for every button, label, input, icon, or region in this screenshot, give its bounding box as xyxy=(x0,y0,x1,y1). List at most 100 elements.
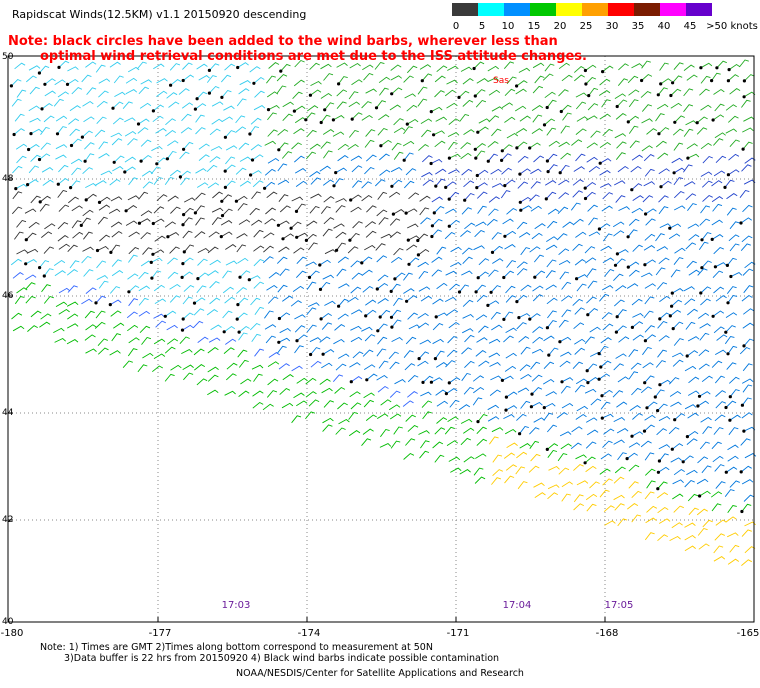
wind-barb xyxy=(504,365,517,372)
contamination-dot xyxy=(405,299,409,303)
wind-barb xyxy=(44,78,56,85)
wind-barb xyxy=(599,78,611,86)
wind-barb xyxy=(671,522,683,529)
wind-barb xyxy=(169,169,181,177)
wind-barb xyxy=(206,164,218,173)
wind-barb xyxy=(169,283,181,290)
wind-barb xyxy=(697,400,709,407)
wind-barb xyxy=(632,244,643,252)
wind-barb xyxy=(67,244,78,253)
wind-barb xyxy=(724,179,735,188)
wind-barb xyxy=(197,258,208,266)
wind-barb xyxy=(81,255,92,264)
wind-barb xyxy=(408,257,420,265)
scale-label-2: 10 xyxy=(501,21,515,32)
wind-barb xyxy=(282,374,294,381)
wind-barb xyxy=(640,90,652,98)
wind-barb xyxy=(122,101,133,109)
wind-barb xyxy=(407,118,419,125)
wind-barb xyxy=(142,352,154,359)
contamination-dot xyxy=(560,380,564,384)
wind-barb xyxy=(464,334,475,343)
contamination-dot xyxy=(656,487,660,491)
wind-barb xyxy=(335,231,347,239)
wind-barb xyxy=(674,413,686,421)
wind-barb xyxy=(167,150,177,160)
wind-barb xyxy=(631,298,643,306)
contamination-dot xyxy=(434,184,438,188)
wind-barb xyxy=(310,177,321,185)
note-line-1: Note: black circles have been added to t… xyxy=(8,34,558,49)
wind-barb xyxy=(16,287,28,294)
wind-barb xyxy=(517,155,529,163)
wind-barb xyxy=(393,151,404,160)
lon-label-180: -180 xyxy=(0,628,24,639)
contamination-dot xyxy=(626,120,630,124)
wind-barb xyxy=(391,336,403,343)
wind-barb xyxy=(506,132,519,139)
contamination-dot xyxy=(223,185,227,189)
wind-barb xyxy=(169,295,181,303)
wind-barb xyxy=(713,326,725,334)
wind-barb xyxy=(431,269,442,277)
wind-barb xyxy=(643,310,654,319)
wind-barb xyxy=(183,207,194,215)
wind-barb xyxy=(239,80,251,86)
contamination-dot xyxy=(503,234,507,238)
wind-barb xyxy=(209,259,221,266)
wind-barb xyxy=(686,350,699,357)
wind-barb xyxy=(548,140,560,147)
wind-barb xyxy=(138,285,150,292)
wind-barb xyxy=(112,117,124,125)
wind-barb xyxy=(506,207,518,215)
wind-barb xyxy=(682,455,694,463)
lat-label-48: 48 xyxy=(2,174,14,184)
wind-barb xyxy=(626,283,639,289)
contamination-dot xyxy=(710,237,714,241)
wind-barb xyxy=(432,322,444,331)
wind-barb xyxy=(210,324,222,331)
contamination-dot xyxy=(643,381,647,385)
wind-barb xyxy=(14,295,25,305)
contamination-dot xyxy=(742,429,746,433)
wind-barb xyxy=(598,90,611,96)
wind-barb xyxy=(238,88,250,95)
contamination-dot xyxy=(584,82,588,86)
wind-barb xyxy=(715,155,727,164)
wind-barb xyxy=(40,313,52,320)
wind-barb xyxy=(599,293,610,302)
wind-barb xyxy=(518,313,531,319)
contamination-dot xyxy=(643,263,647,267)
wind-barb xyxy=(278,246,290,253)
wind-barb xyxy=(296,232,309,238)
wind-barb xyxy=(644,296,655,305)
wind-barb xyxy=(139,218,151,224)
contamination-dot xyxy=(583,461,587,465)
wind-barb xyxy=(461,247,473,255)
wind-barb xyxy=(127,195,140,201)
wind-barb xyxy=(68,118,80,125)
contamination-dot xyxy=(263,186,267,190)
wind-barb xyxy=(67,78,79,85)
wind-barb xyxy=(602,257,615,264)
wind-barb xyxy=(640,386,652,394)
wind-barb xyxy=(728,376,740,384)
footnote-line-1: Note: 1) Times are GMT 2)Times along bot… xyxy=(40,642,433,653)
wind-barb xyxy=(182,296,193,305)
wind-barb xyxy=(403,350,414,358)
wind-barb xyxy=(350,260,361,268)
wind-barb xyxy=(262,403,274,411)
wind-barb xyxy=(585,493,598,501)
wind-barb xyxy=(489,362,501,367)
wind-barb xyxy=(599,489,610,498)
wind-barb xyxy=(195,217,205,226)
wind-barb xyxy=(447,416,459,422)
wind-barb xyxy=(419,450,430,459)
wind-barb xyxy=(128,285,140,293)
contamination-dot xyxy=(447,156,451,160)
contamination-dot xyxy=(724,470,728,474)
wind-barb xyxy=(543,412,554,421)
wind-barb xyxy=(71,205,83,212)
wind-barb xyxy=(336,268,347,277)
wind-barb xyxy=(156,78,168,84)
